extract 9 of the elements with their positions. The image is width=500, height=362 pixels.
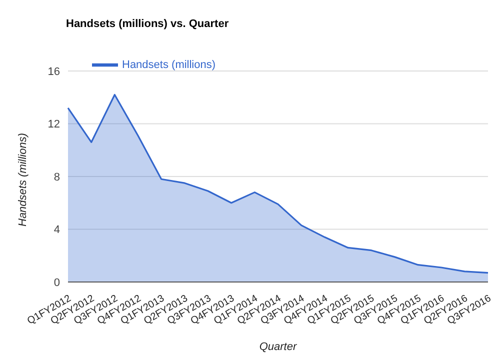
y-tick-label: 0 bbox=[54, 276, 60, 289]
y-tick-label: 8 bbox=[54, 171, 60, 184]
y-axis-title: Handsets (millions) bbox=[16, 132, 29, 226]
y-tick-label: 16 bbox=[48, 66, 60, 78]
y-tick-label: 4 bbox=[54, 224, 60, 236]
legend-label: Handsets (millions) bbox=[122, 58, 216, 71]
y-tick-label: 12 bbox=[48, 118, 60, 131]
chart-title: Handsets (millions) vs. Quarter bbox=[66, 18, 229, 30]
x-axis-title: Quarter bbox=[259, 341, 298, 353]
